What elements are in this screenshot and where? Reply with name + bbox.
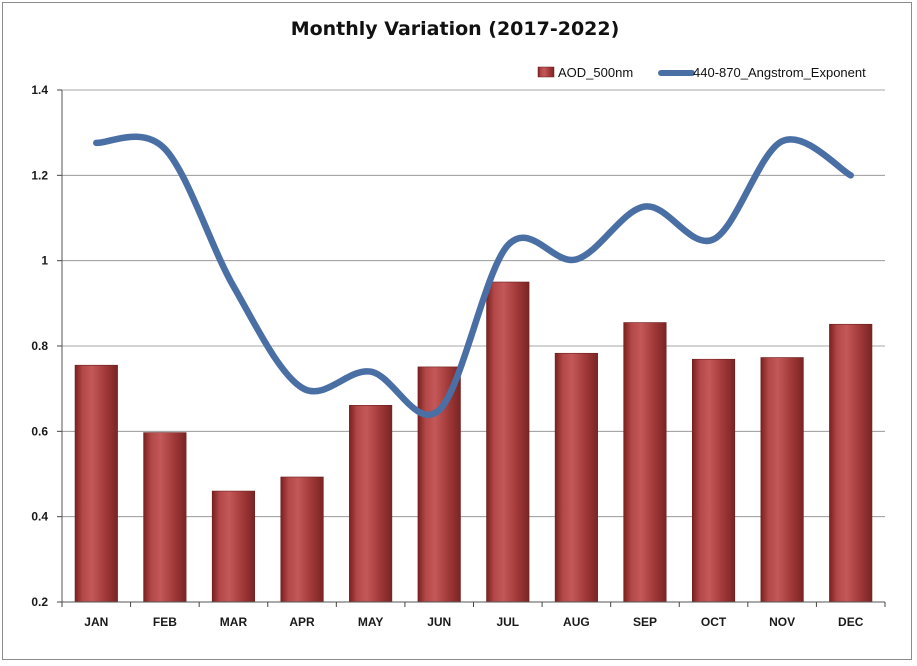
y-tick-label-5: 1.2 xyxy=(31,168,48,182)
x-tick-label-dec: DEC xyxy=(838,615,864,629)
x-tick-label-jul: JUL xyxy=(496,615,519,629)
bar-apr xyxy=(280,476,324,603)
x-tick-label-aug: AUG xyxy=(563,615,590,629)
x-tick-label-mar: MAR xyxy=(220,615,248,629)
bar-nov xyxy=(760,357,804,603)
bar-jun xyxy=(417,366,461,603)
gridlines xyxy=(62,89,885,518)
y-axis-ticks: 0.2 0.4 0.6 0.8 1 1.2 1.4 xyxy=(31,83,62,609)
bar-oct xyxy=(691,358,736,603)
bar-feb xyxy=(143,432,187,603)
x-tick-label-apr: APR xyxy=(289,615,315,629)
bar-jul xyxy=(486,281,530,603)
bar-jan xyxy=(74,364,118,603)
legend-swatch-aod xyxy=(537,66,555,78)
y-tick-label-6: 1.4 xyxy=(31,83,48,97)
bar-sep xyxy=(623,322,667,603)
bar-series xyxy=(74,281,873,603)
bar-may xyxy=(349,405,393,603)
line-series xyxy=(93,133,854,418)
x-tick-label-oct: OCT xyxy=(701,615,727,629)
y-tick-label-3: 0.8 xyxy=(31,339,48,353)
x-tick-label-sep: SEP xyxy=(633,615,657,629)
y-tick-label-0: 0.2 xyxy=(31,595,48,609)
legend-label-aod: AOD_500nm xyxy=(558,65,633,80)
bar-aug xyxy=(554,352,598,603)
legend: AOD_500nm 440-870_Angstrom_Exponent xyxy=(537,65,866,80)
x-axis-ticks: JAN FEB MAR APR MAY JUN JUL AUG SEP OCT NOV DEC xyxy=(61,602,886,629)
bar-dec xyxy=(829,323,873,603)
x-tick-label-nov: NOV xyxy=(769,615,795,629)
x-tick-label-feb: FEB xyxy=(153,615,177,629)
x-tick-label-jun: JUN xyxy=(427,615,451,629)
x-tick-label-jan: JAN xyxy=(84,615,108,629)
bar-mar xyxy=(211,490,256,603)
legend-label-angstrom: 440-870_Angstrom_Exponent xyxy=(693,65,866,80)
y-tick-label-2: 0.6 xyxy=(31,424,48,438)
y-tick-label-4: 1 xyxy=(41,254,48,268)
angstrom-line xyxy=(93,133,854,418)
x-tick-label-may: MAY xyxy=(358,615,384,629)
y-tick-label-1: 0.4 xyxy=(31,510,48,524)
chart-title: Monthly Variation (2017-2022) xyxy=(291,18,620,40)
